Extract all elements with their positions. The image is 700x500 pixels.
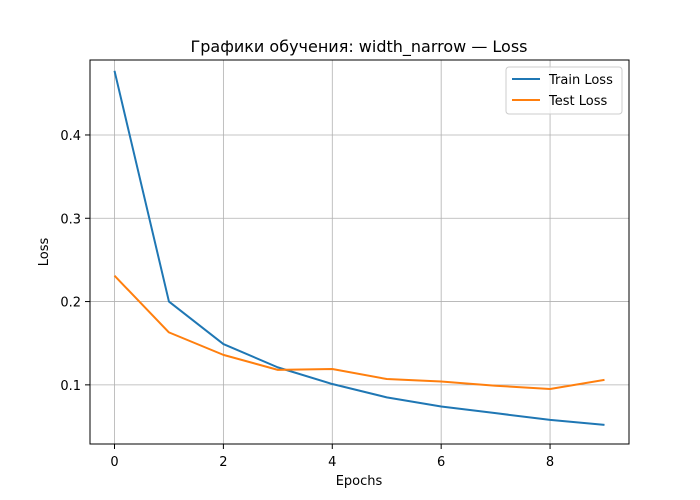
legend: Train Loss Test Loss: [505, 66, 623, 115]
x-tick-label: 8: [546, 455, 554, 470]
x-axis: 0 2 4 6 8: [110, 444, 554, 470]
x-tick-label: 6: [437, 455, 445, 470]
grid: [90, 60, 629, 444]
chart-title: Графики обучения: width_narrow — Loss: [190, 37, 527, 57]
y-tick-label: 0.1: [60, 379, 81, 394]
y-tick-label: 0.4: [60, 129, 81, 144]
legend-label: Train Loss: [548, 73, 613, 88]
y-axis: 0.1 0.2 0.3 0.4: [60, 129, 90, 394]
series-line-train-loss: [113, 70, 605, 426]
y-axis-label: Loss: [37, 238, 52, 267]
y-tick-label: 0.2: [60, 296, 81, 311]
legend-label: Test Loss: [548, 94, 607, 109]
x-tick-label: 0: [110, 455, 118, 470]
series-line-test-loss: [113, 275, 605, 391]
x-tick-label: 2: [219, 455, 227, 470]
plot-frame: [89, 59, 630, 445]
series-lines: [113, 70, 605, 426]
y-tick-label: 0.3: [60, 212, 81, 227]
x-axis-label: Epochs: [336, 474, 383, 489]
x-tick-label: 4: [328, 455, 336, 470]
